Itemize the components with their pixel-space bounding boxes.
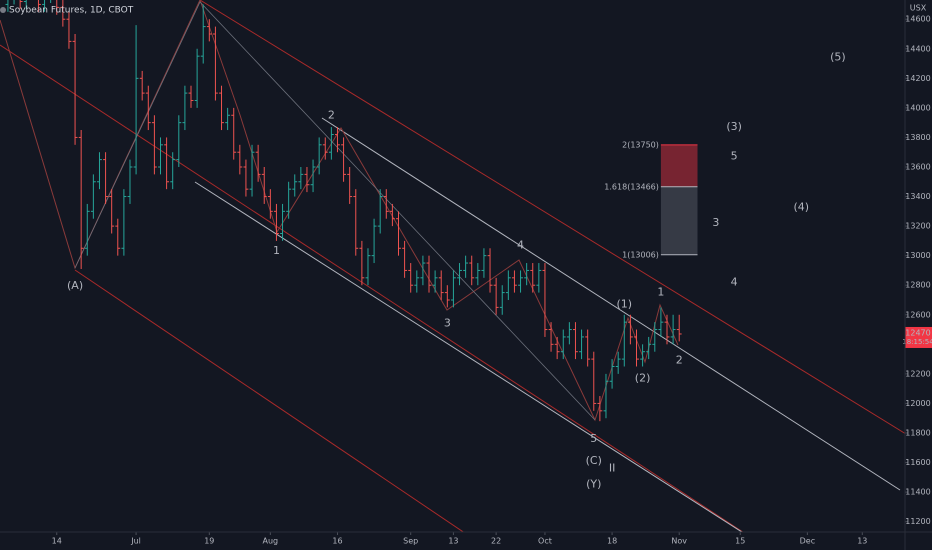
- channel-line: [321, 117, 901, 491]
- x-tick-label: 14: [52, 537, 62, 546]
- wave-label: 2: [676, 354, 683, 367]
- wave-zigzag: [74, 1, 596, 421]
- x-tick-label: Nov: [671, 537, 687, 546]
- bars: [5, 0, 682, 422]
- x-tick-label: Sep: [403, 537, 418, 546]
- wave-label: (C): [586, 454, 602, 467]
- last-price-tag: [905, 326, 932, 348]
- wave-label: 1: [273, 244, 280, 257]
- y-tick-label: 11600: [905, 458, 930, 467]
- y-tick-label: 12600: [905, 310, 930, 319]
- y-tick-label: 11200: [905, 517, 930, 526]
- x-tick-label: 13: [448, 537, 458, 546]
- wave-label: (2): [635, 371, 651, 384]
- y-tick-label: 14600: [905, 15, 930, 24]
- x-tick-label: 22: [491, 537, 501, 546]
- wave-label: (A): [67, 279, 83, 292]
- symbol-icon: [0, 7, 6, 13]
- channel-line: [194, 181, 743, 532]
- wave-label: (3): [726, 120, 742, 133]
- wave-label: (1): [616, 297, 632, 310]
- unit-label: USX: [910, 4, 927, 13]
- y-tick-label: 13200: [905, 222, 930, 231]
- wave-label: 1: [657, 286, 664, 299]
- wave-label: 5: [731, 150, 738, 163]
- wave-label: 3: [712, 216, 719, 229]
- y-tick-label: 13000: [905, 251, 930, 260]
- fib-label: 1(13006): [622, 250, 659, 259]
- wave-label: II: [609, 461, 616, 474]
- wave-label: (Y): [586, 478, 601, 491]
- y-tick-label: 14000: [905, 103, 930, 112]
- y-tick-label: 12200: [905, 369, 930, 378]
- x-tick-label: 15: [735, 537, 745, 546]
- x-tick-label: Aug: [263, 537, 279, 546]
- fib-zone: [660, 186, 698, 255]
- fib-label: 2(13750): [622, 140, 659, 149]
- y-tick-label: 14400: [905, 44, 930, 53]
- x-tick-label: Jul: [130, 537, 141, 546]
- x-tick-label: 19: [204, 537, 214, 546]
- channel-line: [199, 0, 905, 434]
- y-tick-label: 11800: [905, 428, 930, 437]
- x-tick-label: Oct: [538, 537, 552, 546]
- y-tick-label: 13400: [905, 192, 930, 201]
- wave-label: 5: [590, 432, 597, 445]
- last-price-label: 12470: [905, 328, 930, 337]
- x-tick-label: 13: [857, 537, 867, 546]
- x-tick-label: 16: [332, 537, 342, 546]
- y-tick-label: 13600: [905, 162, 930, 171]
- wave-label: 4: [731, 275, 738, 288]
- y-tick-label: 14200: [905, 74, 930, 83]
- channel-line: [0, 44, 744, 532]
- wave-label: 2: [328, 108, 335, 121]
- wave-label: 3: [444, 317, 451, 330]
- wave-label: 4: [517, 238, 524, 251]
- y-tick-label: 11400: [905, 488, 930, 497]
- y-tick-label: 12800: [905, 281, 930, 290]
- fib-zone: [660, 144, 698, 187]
- y-tick-label: 13800: [905, 133, 930, 142]
- x-tick-label: Dec: [800, 537, 815, 546]
- channel-line: [74, 269, 465, 532]
- wave-label: (5): [830, 51, 846, 64]
- y-tick-label: 12000: [905, 399, 930, 408]
- chart-title: Soybean Futures, 1D, CBOT: [9, 6, 134, 16]
- fib-label: 1.618(13466): [604, 182, 659, 191]
- overlay: 1120011400116001180012000122001240012600…: [52, 15, 932, 546]
- wave-zigzag: [0, 0, 679, 422]
- wave-label: (4): [793, 201, 809, 214]
- x-tick-label: 18: [607, 537, 617, 546]
- countdown-label: 18:15:54: [902, 338, 932, 346]
